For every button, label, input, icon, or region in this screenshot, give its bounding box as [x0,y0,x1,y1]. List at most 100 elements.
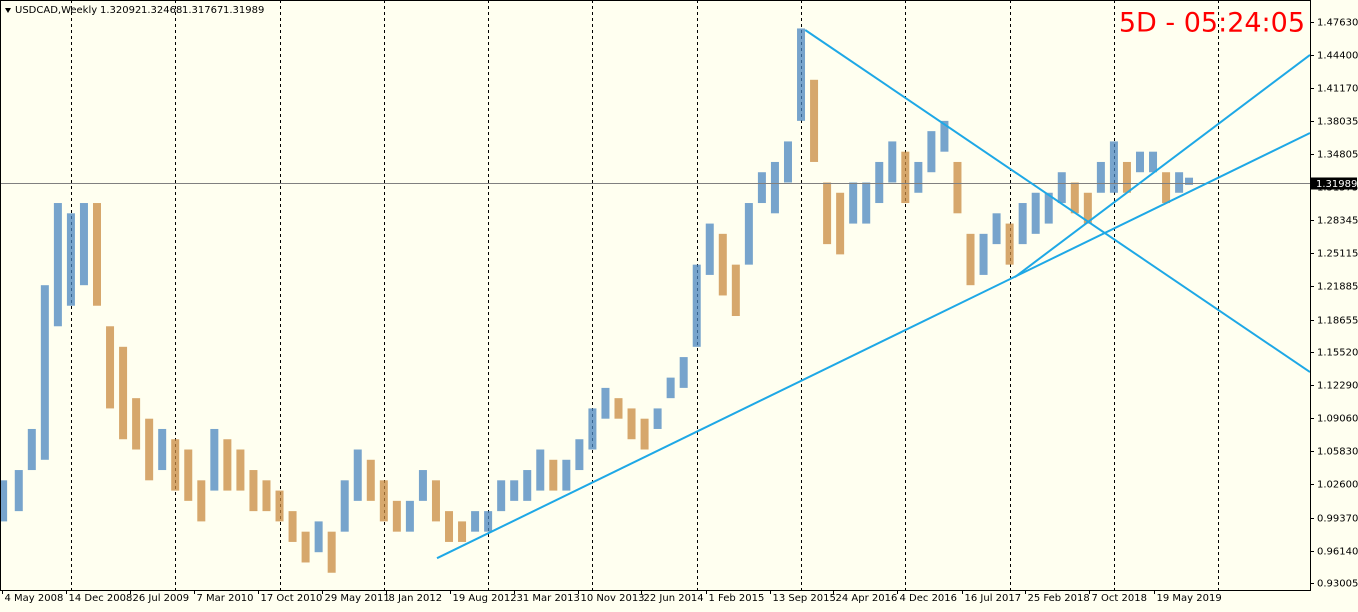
y-tick-label: 1.41170 [1317,84,1358,95]
price-bar [1162,172,1170,203]
price-bar [784,141,792,182]
price-bar [289,511,297,542]
y-tick-label: 0.93005 [1317,579,1358,590]
price-bar [1136,152,1144,173]
price-bar [54,203,62,326]
x-tick-label: 7 Oct 2018 [1092,593,1147,604]
price-bar [680,357,688,388]
price-bar [1019,203,1027,244]
price-bar [197,480,205,521]
price-bar [419,470,427,501]
y-tick-label: 1.38035 [1317,117,1358,128]
x-tick-label: 10 Nov 2013 [581,593,645,604]
price-bar [380,480,388,521]
low-value: 1.31767 [182,5,223,16]
price-bar [967,234,975,285]
y-tick-label: 1.02600 [1317,480,1358,491]
price-bar [406,501,414,532]
price-bar [641,419,649,450]
price-bar [1175,172,1183,193]
price-bar [875,162,883,203]
x-tick-label: 19 May 2019 [1157,593,1222,604]
current-price-label: 1.31989 [1316,179,1357,190]
price-bar [484,511,492,532]
price-bar [210,429,218,491]
price-bar [693,265,701,347]
price-bar [562,460,570,491]
y-tick-label: 1.25115 [1317,249,1358,260]
price-bar [432,480,440,521]
x-tick-label: 1 Feb 2015 [709,593,765,604]
y-tick-label: 1.18655 [1317,316,1358,327]
price-bar [849,182,857,223]
price-bar [158,429,166,470]
price-bar [106,326,114,408]
price-bar [797,28,805,120]
price-bar [1097,162,1105,193]
x-tick-label: 4 May 2008 [5,593,64,604]
price-bar [523,470,531,501]
price-bar [184,450,192,501]
price-bar [28,429,36,470]
price-bar [914,162,922,193]
price-bar [1110,141,1118,192]
x-tick-label: 14 Dec 2008 [69,593,133,604]
price-bar [993,213,1001,244]
price-bar [145,419,153,481]
price-bar [654,408,662,429]
x-tick-label: 16 Jul 2017 [965,593,1022,604]
y-tick-label: 1.34805 [1317,150,1358,161]
price-bar [745,203,753,265]
price-bar [80,203,88,285]
x-tick-label: 26 Jul 2009 [133,593,190,604]
high-value: 1.32468 [141,5,182,16]
price-bar [862,182,870,223]
y-tick-label: 0.99370 [1317,514,1358,525]
price-bar [510,480,518,501]
price-bar [15,470,23,511]
x-tick-label: 22 Jun 2014 [644,593,704,604]
price-bar [823,182,831,244]
x-tick-label: 13 Sep 2015 [773,593,836,604]
price-bar [901,152,909,203]
price-bar [341,480,349,531]
price-bar [771,162,779,213]
price-bar [1123,162,1131,193]
x-tick-label: 7 Mar 2010 [197,593,254,604]
price-bar [628,408,636,439]
timer: 5D - 05:24:05 [1119,8,1305,39]
price-bar [302,532,310,563]
price-bar [601,388,609,419]
price-bar [1058,172,1066,203]
price-bar [367,460,375,501]
price-bar [614,398,622,419]
price-bar [497,480,505,511]
price-bar [262,480,270,511]
y-tick-label: 1.21885 [1317,282,1358,293]
x-tick-label: 29 May 2011 [325,593,390,604]
price-bar [810,80,818,162]
price-bar [1071,182,1079,213]
price-bar [980,234,988,275]
price-bar [249,470,257,511]
price-bar [328,532,336,573]
price-bar [888,141,896,182]
price-bar [549,460,557,491]
x-tick-label: 19 Aug 2012 [453,593,517,604]
price-bar [276,491,284,522]
y-tick-label: 0.96140 [1317,547,1358,558]
y-tick-label: 1.44400 [1317,51,1358,62]
price-bar [119,347,127,439]
price-bar [67,213,75,305]
price-bar [667,378,675,399]
y-tick-label: 1.47630 [1317,18,1358,29]
price-bar [953,162,961,213]
y-tick-label: 1.05830 [1317,447,1358,458]
x-tick-label: 17 Oct 2010 [261,593,323,604]
x-tick-label: 8 Jan 2012 [389,593,443,604]
price-bar [471,511,479,532]
price-bar [758,172,766,203]
price-bar [132,398,140,449]
price-bar [93,203,101,306]
